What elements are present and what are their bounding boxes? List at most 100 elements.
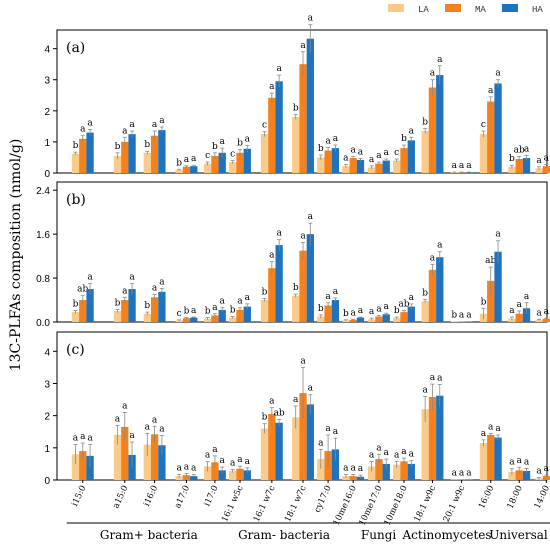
significance-letter: b [401,134,407,144]
significance-letter: a [358,464,364,474]
bar-ha [190,476,198,480]
significance-letter: a [333,134,339,144]
significance-letter: a [437,241,443,251]
significance-letter: a [459,310,465,320]
bar-ha [218,470,226,480]
legend-swatch-ma [445,4,461,12]
significance-letter: a [350,464,356,474]
legend-swatch-la [388,4,404,12]
significance-letter: a [80,125,86,135]
bar-la [71,153,80,173]
significance-letter: c [262,121,267,131]
bar-ha [158,445,166,480]
bar-la [113,311,122,322]
bar-ma [299,64,307,173]
bar-ha [494,437,502,480]
significance-letter: a [184,463,190,473]
bar-ha [128,289,136,322]
significance-letter: a [73,434,79,444]
bar-ma [375,316,383,322]
bar-ha [306,234,314,322]
significance-letter: a [245,135,251,145]
bar-ma [542,166,550,173]
bar-ha [436,75,444,173]
significance-letter: a [230,458,236,468]
bar-la [175,169,183,173]
significance-letter: ab [274,409,285,419]
bar-ha [407,140,415,173]
bar-ha [275,245,283,322]
bar-ma [236,309,244,322]
bar-la [71,454,80,480]
bar-ha [190,317,198,322]
bar-ha [522,308,531,322]
significance-letter: a [159,116,165,126]
significance-letter: a [524,145,530,155]
significance-letter: b [205,307,211,317]
significance-letter: b [144,140,150,150]
bar-ma [211,462,219,480]
panel-label: (c) [66,342,85,358]
significance-letter: a [269,251,275,261]
bar-ma [121,300,129,322]
bar-la [421,301,429,322]
significance-letter: a [536,308,542,318]
bar-ha [494,251,502,322]
significance-letter: a [430,373,436,383]
significance-letter: b [343,309,349,319]
bar-la [292,295,300,322]
y-tick-label: 3 [44,379,50,390]
significance-letter: a [191,154,197,164]
bar-la [143,313,151,322]
significance-letter: a [276,229,282,239]
bar-ma [487,280,495,322]
significance-letter: a [384,148,390,158]
bar-la [292,117,300,173]
bar-la [203,318,212,322]
significance-letter: ab [485,256,496,266]
significance-letter: c [481,120,486,130]
bar-la [260,300,269,322]
significance-letter: a [459,161,465,171]
significance-letter: a [333,287,339,297]
significance-letter: b [481,297,487,307]
significance-letter: a [300,356,306,366]
significance-letter: a [384,302,390,312]
bar-ma [299,393,307,480]
y-tick-label: 0 [44,476,50,487]
bar-la [175,476,183,480]
significance-letter: a [237,297,243,307]
significance-letter: b [115,142,121,152]
y-tick-label: 3 [44,76,50,87]
bar-ha [86,455,94,480]
significance-letter: a [401,447,407,457]
x-tick-label: 16:00 [477,484,496,510]
y-tick-label: 2 [44,412,50,423]
significance-letter: a [466,161,472,171]
bar-la [260,134,269,173]
significance-letter: a [481,429,487,439]
bar-la [393,160,401,173]
bar-ma [515,313,523,322]
bar-ha [275,81,283,173]
significance-letter: b [115,298,121,308]
bar-la [317,157,325,173]
group-label: Fungi [361,528,396,542]
significance-letter: b [176,158,182,168]
x-tick-label: 10me17:0 [357,484,384,527]
x-tick-label: cy17:0 [313,484,334,514]
significance-letter: a [430,69,436,79]
y-tick-label: 2.4 [36,186,50,197]
bar-la [292,417,300,480]
significance-letter: a [466,310,472,320]
bar-la [367,319,376,322]
bar-ha [218,309,226,322]
significance-letter: a [300,231,306,241]
x-tick-label: 18:1 w7c [283,484,309,524]
bar-la [203,466,212,480]
bar-la [229,470,237,480]
bar-la [450,321,458,322]
significance-letter: a [524,457,530,467]
bar-la [317,316,325,322]
bar-ha [494,83,502,173]
